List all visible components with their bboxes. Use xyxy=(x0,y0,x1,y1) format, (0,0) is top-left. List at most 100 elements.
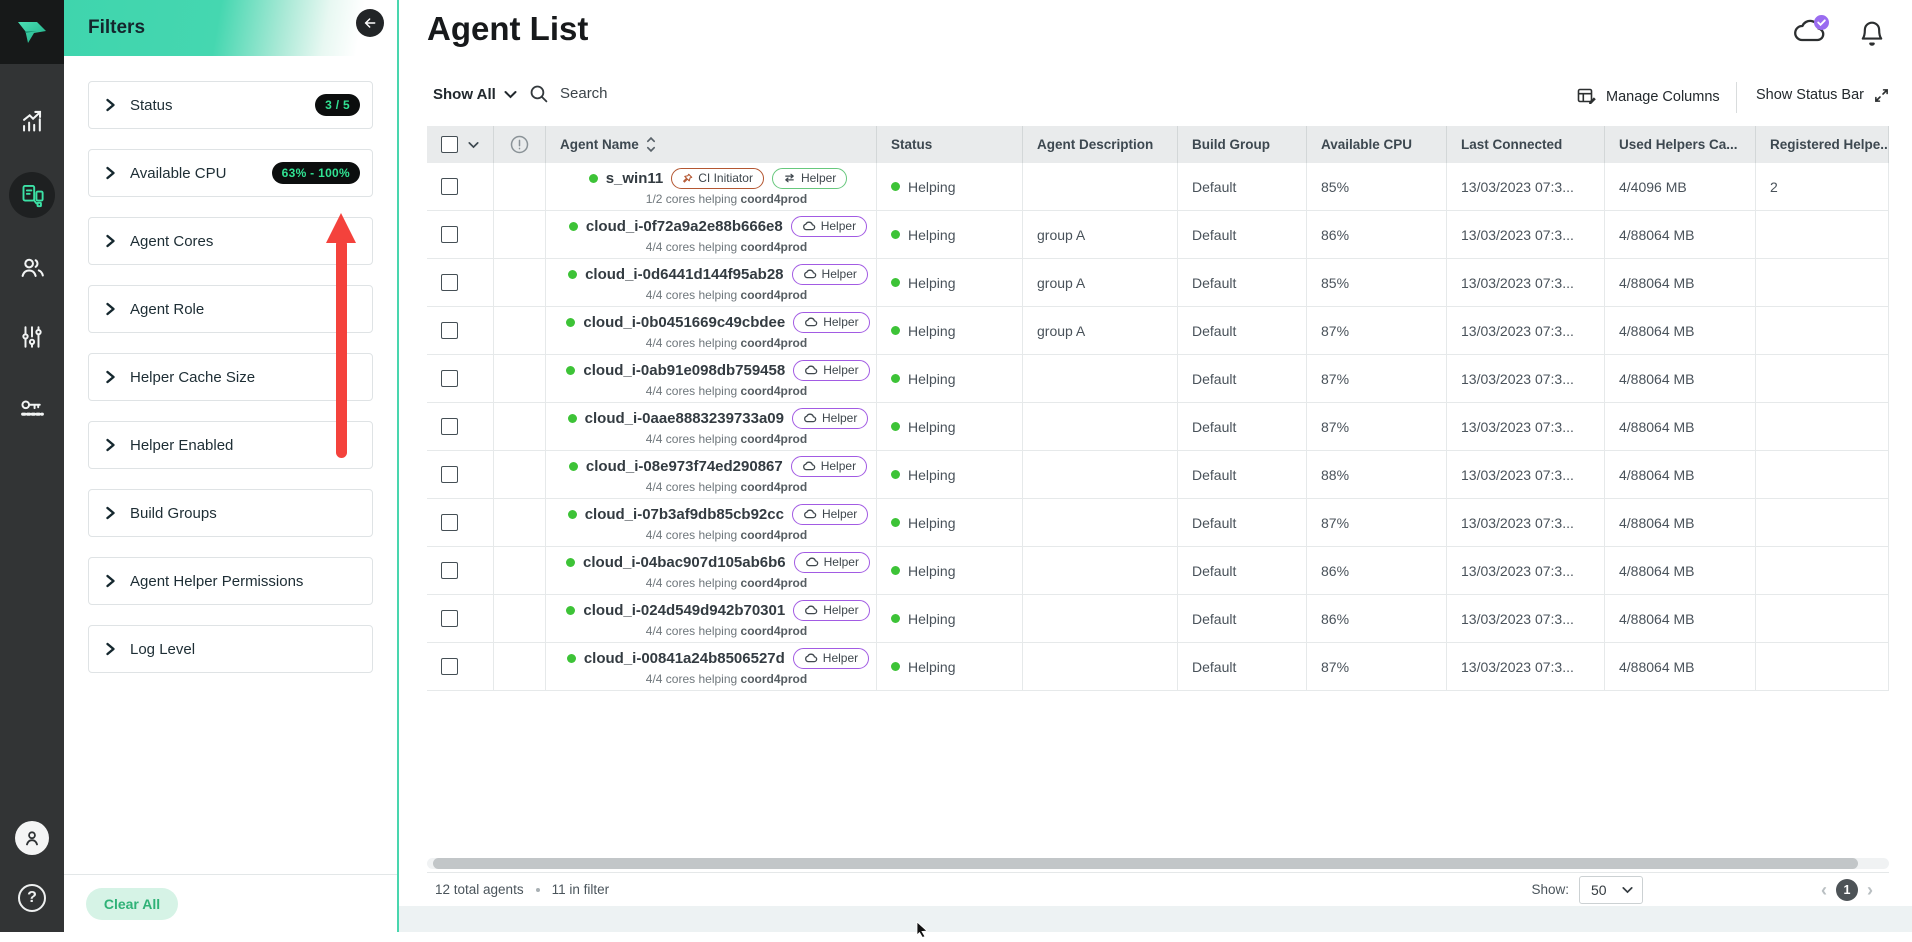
filter-item-agent-cores[interactable]: Agent Cores xyxy=(88,217,373,265)
current-page-button[interactable]: 1 xyxy=(1836,878,1858,901)
filter-item-helper-cache-size[interactable]: Helper Cache Size xyxy=(88,353,373,401)
sidebar-item-settings[interactable] xyxy=(0,324,64,350)
row-checkbox[interactable] xyxy=(441,370,458,387)
header-agent-name[interactable]: Agent Name xyxy=(546,126,877,163)
build-group-cell: Default xyxy=(1178,451,1307,498)
status-cell: Helping xyxy=(877,547,1023,594)
profile-avatar[interactable] xyxy=(15,821,49,855)
row-checkbox[interactable] xyxy=(441,658,458,675)
filter-label: Build Groups xyxy=(130,504,217,522)
filter-item-helper-enabled[interactable]: Helper Enabled xyxy=(88,421,373,469)
show-filter-dropdown[interactable]: Show All xyxy=(433,86,517,103)
row-checkbox[interactable] xyxy=(441,322,458,339)
row-checkbox[interactable] xyxy=(441,562,458,579)
agent-badge-ci: CI Initiator xyxy=(671,167,764,189)
agent-cores-info: 4/4 cores helping coord4prod xyxy=(645,575,808,590)
available-cpu-cell: 87% xyxy=(1307,355,1447,402)
sort-icon[interactable] xyxy=(646,136,656,153)
agent-name-cell: cloud_i-0b0451669c49cbdee Helper 4/4 cor… xyxy=(546,307,877,354)
agent-name-cell: cloud_i-00841a24b8506527d Helper 4/4 cor… xyxy=(546,643,877,690)
row-alert-cell xyxy=(494,451,546,498)
agent-name: cloud_i-024d549d942b70301 xyxy=(583,601,786,619)
show-status-bar-button[interactable]: Show Status Bar xyxy=(1756,87,1889,103)
row-select-cell xyxy=(427,547,494,594)
row-checkbox[interactable] xyxy=(441,466,458,483)
sidebar-item-analytics[interactable] xyxy=(0,108,64,135)
row-checkbox[interactable] xyxy=(441,178,458,195)
cloud-status-button[interactable] xyxy=(1791,14,1831,51)
build-group-cell: Default xyxy=(1178,211,1307,258)
filter-label: Agent Helper Permissions xyxy=(130,572,304,590)
description-cell xyxy=(1023,499,1178,546)
previous-page-button[interactable]: ‹ xyxy=(1821,879,1827,900)
filter-item-agent-helper-permissions[interactable]: Agent Helper Permissions xyxy=(88,557,373,605)
description-cell: group A xyxy=(1023,259,1178,306)
horizontal-scrollbar-track[interactable] xyxy=(427,858,1889,869)
table-row[interactable]: cloud_i-0d6441d144f95ab28 Helper 4/4 cor… xyxy=(427,259,1889,307)
chevron-right-icon xyxy=(105,642,116,656)
description-cell: group A xyxy=(1023,211,1178,258)
available-cpu-cell: 87% xyxy=(1307,643,1447,690)
registered-helpers-cell xyxy=(1756,211,1889,258)
available-cpu-cell: 87% xyxy=(1307,499,1447,546)
agent-name: cloud_i-04bac907d105ab6b6 xyxy=(583,553,786,571)
agent-table: Agent Name Status Agent Description Buil… xyxy=(427,126,1889,691)
agent-online-dot xyxy=(567,413,577,423)
row-checkbox[interactable] xyxy=(441,418,458,435)
chevron-right-icon xyxy=(105,302,116,316)
select-all-checkbox[interactable] xyxy=(441,136,458,153)
table-row[interactable]: cloud_i-0b0451669c49cbdee Helper 4/4 cor… xyxy=(427,307,1889,355)
filter-item-available-cpu[interactable]: Available CPU 63% - 100% xyxy=(88,149,373,197)
agent-badge-helper-purple: Helper xyxy=(791,503,869,525)
status-cell: Helping xyxy=(877,499,1023,546)
app-logo[interactable] xyxy=(0,0,64,64)
description-cell xyxy=(1023,547,1178,594)
sidebar-item-license[interactable] xyxy=(0,398,64,423)
row-checkbox[interactable] xyxy=(441,274,458,291)
table-row[interactable]: cloud_i-04bac907d105ab6b6 Helper 4/4 cor… xyxy=(427,547,1889,595)
collapse-filters-button[interactable] xyxy=(356,9,384,37)
filter-item-agent-role[interactable]: Agent Role xyxy=(88,285,373,333)
table-row[interactable]: cloud_i-0ab91e098db759458 Helper 4/4 cor… xyxy=(427,355,1889,403)
table-row[interactable]: cloud_i-024d549d942b70301 Helper 4/4 cor… xyxy=(427,595,1889,643)
clear-all-button[interactable]: Clear All xyxy=(86,888,178,920)
table-row[interactable]: cloud_i-0f72a9a2e88b666e8 Helper 4/4 cor… xyxy=(427,211,1889,259)
alert-column-icon xyxy=(510,135,529,154)
filter-label: Helper Enabled xyxy=(130,436,234,454)
status-label: Helping xyxy=(908,370,956,387)
header-registered-helpers: Registered Helpe.. xyxy=(1756,126,1889,163)
table-row[interactable]: cloud_i-00841a24b8506527d Helper 4/4 cor… xyxy=(427,643,1889,691)
build-group-cell: Default xyxy=(1178,595,1307,642)
header-status: Status xyxy=(877,126,1023,163)
next-page-button[interactable]: › xyxy=(1867,879,1873,900)
sidebar-item-users[interactable] xyxy=(0,254,64,281)
row-checkbox[interactable] xyxy=(441,226,458,243)
row-checkbox[interactable] xyxy=(441,610,458,627)
filter-item-log-level[interactable]: Log Level xyxy=(88,625,373,673)
search-input[interactable] xyxy=(558,84,718,103)
row-checkbox[interactable] xyxy=(441,514,458,531)
agent-name: cloud_i-0aae8883239733a09 xyxy=(584,409,784,427)
page-title: Agent List xyxy=(427,10,589,47)
table-row[interactable]: cloud_i-08e973f74ed290867 Helper 4/4 cor… xyxy=(427,451,1889,499)
table-row[interactable]: cloud_i-07b3af9db85cb92cc Helper 4/4 cor… xyxy=(427,499,1889,547)
page-size-select[interactable]: 50 xyxy=(1579,875,1643,904)
agent-badge-helper-purple: Helper xyxy=(793,311,870,333)
horizontal-scrollbar-thumb[interactable] xyxy=(433,858,1858,869)
select-menu-chevron-icon[interactable] xyxy=(468,141,479,149)
filter-item-build-groups[interactable]: Build Groups xyxy=(88,489,373,537)
manage-columns-button[interactable]: Manage Columns xyxy=(1577,87,1720,106)
table-row[interactable]: cloud_i-0aae8883239733a09 Helper 4/4 cor… xyxy=(427,403,1889,451)
description-cell xyxy=(1023,355,1178,402)
status-dot xyxy=(891,614,900,623)
chevron-down-icon xyxy=(504,91,517,99)
notifications-button[interactable] xyxy=(1859,19,1885,53)
help-button[interactable]: ? xyxy=(18,884,46,912)
status-cell: Helping xyxy=(877,355,1023,402)
table-row[interactable]: s_win11 CI Initiator Helper 1/2 cores hel… xyxy=(427,163,1889,211)
pagination-controls: Show: 50 ‹ 1 › xyxy=(1531,875,1889,904)
filter-item-status[interactable]: Status 3 / 5 xyxy=(88,81,373,129)
chevron-right-icon xyxy=(105,370,116,384)
sidebar-item-agents[interactable] xyxy=(9,172,55,218)
filter-label: Log Level xyxy=(130,640,196,658)
